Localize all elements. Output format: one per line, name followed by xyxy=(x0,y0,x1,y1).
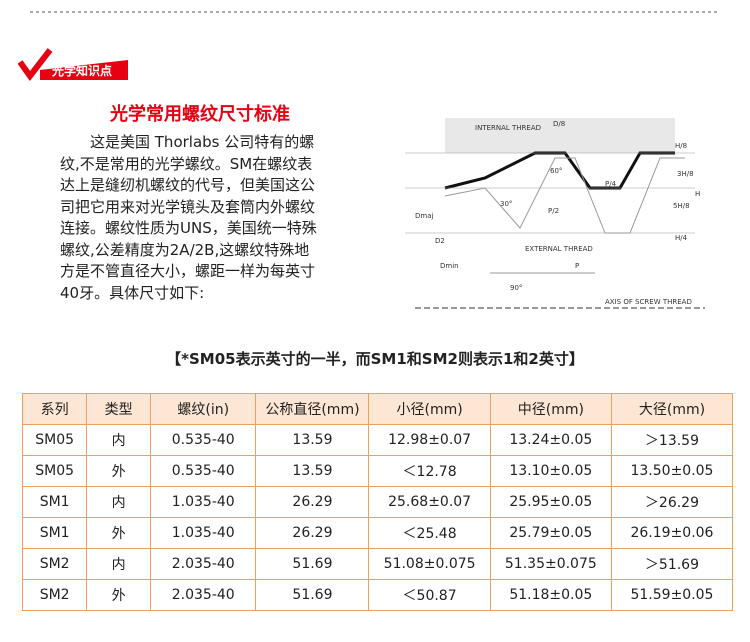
diagram-label: P/2 xyxy=(548,207,559,215)
diagram-label: Dmin xyxy=(440,262,459,270)
table-cell: 2.035-40 xyxy=(150,579,257,611)
table-row: SM1 内 1.035-40 26.29 25.68±0.07 25.95±0.05 ＞26… xyxy=(21,486,734,518)
table-cell: ＞26.29 xyxy=(610,486,734,518)
table-cell: 0.535-40 xyxy=(150,455,257,487)
table-cell: SM2 xyxy=(21,548,88,580)
diagram-label: EXTERNAL THREAD xyxy=(525,245,593,253)
table-cell: 外 xyxy=(86,455,152,487)
header-cell: 系列 xyxy=(21,393,88,425)
table-cell: 25.68±0.07 xyxy=(368,486,491,518)
table-cell: 51.59±0.05 xyxy=(610,579,734,611)
check-icon xyxy=(17,48,53,82)
table-cell: 51.69 xyxy=(255,548,370,580)
table-cell: ＞51.69 xyxy=(610,548,734,580)
diagram-label: 30° xyxy=(500,200,512,208)
table-cell: 外 xyxy=(86,579,152,611)
diagram-label: H/8 xyxy=(675,142,687,150)
header-cell: 中径(mm) xyxy=(489,393,612,425)
table-row: SM1 外 1.035-40 26.29 ＜25.48 25.79±0.05 26.19±0… xyxy=(21,517,734,549)
table-cell: SM05 xyxy=(21,455,88,487)
table-cell: 51.18±0.05 xyxy=(489,579,612,611)
note: 【*SM05表示英寸的一半，而SM1和SM2则表示1和2英寸】 xyxy=(166,350,584,368)
table-cell: 13.59 xyxy=(255,424,370,456)
table-cell: 26.19±0.06 xyxy=(610,517,734,549)
table-cell: 26.29 xyxy=(255,486,370,518)
table-cell: 51.08±0.075 xyxy=(368,548,491,580)
table-cell: 13.50±0.05 xyxy=(610,455,734,487)
table-cell: 0.535-40 xyxy=(150,424,257,456)
table-cell: SM1 xyxy=(21,486,88,518)
table-row: SM05 外 0.535-40 13.59 ＜12.78 13.10±0.05 13.50±… xyxy=(21,455,734,487)
table-cell: 26.29 xyxy=(255,517,370,549)
diagram-label: H/4 xyxy=(675,234,688,242)
thread-diagram: INTERNAL THREAD D/8 60° H/8 3H/8 P/4 5H/8 H H/4 3… xyxy=(405,118,717,318)
intro-line: 这是美国 Thorlabs 公司特有的螺 xyxy=(90,133,315,151)
table-cell: SM2 xyxy=(21,579,88,611)
intro-line: 方是不管直径大小，螺距一样为每英寸 xyxy=(60,262,316,280)
diagram-label: INTERNAL THREAD xyxy=(475,124,541,132)
table-cell: 12.98±0.07 xyxy=(368,424,491,456)
table-cell: 13.24±0.05 xyxy=(489,424,612,456)
table-cell: 13.59 xyxy=(255,455,370,487)
table-cell: ＞13.59 xyxy=(610,424,734,456)
table-row: SM2 外 2.035-40 51.69 ＜50.87 51.18±0.05 51.59±0… xyxy=(21,579,734,611)
intro-line: 连接。螺纹性质为UNS，美国统一特殊 xyxy=(60,219,317,237)
table-cell: 13.10±0.05 xyxy=(489,455,612,487)
table-cell: ＜25.48 xyxy=(368,517,491,549)
table-cell: 1.035-40 xyxy=(150,486,257,518)
table-cell: 51.69 xyxy=(255,579,370,611)
table-row: SM2 内 2.035-40 51.69 51.08±0.075 51.35±0.075 ＞… xyxy=(21,548,734,580)
diagram-label: P/4 xyxy=(605,180,617,188)
table-cell: 25.79±0.05 xyxy=(489,517,612,549)
diagram-label: 60° xyxy=(550,167,562,175)
table-cell: SM1 xyxy=(21,517,88,549)
header-cell: 螺纹(in) xyxy=(150,393,257,425)
header-deco: 光学知识点 xyxy=(17,11,720,82)
table-row: SM05 内 0.535-40 13.59 12.98±0.07 13.24±0.05 ＞1… xyxy=(21,424,734,456)
intro-line: 螺纹,公差精度为2A/2B,这螺纹特殊地 xyxy=(60,240,310,259)
header-cell: 大径(mm) xyxy=(610,393,734,425)
table-cell: SM05 xyxy=(21,424,88,456)
header-cell: 小径(mm) xyxy=(368,393,491,425)
title: 光学常用螺纹尺寸标准 xyxy=(110,104,290,125)
spec-table: 系列 类型 螺纹(in) 公称直径(mm) 小径(mm) 中径(mm) 大径(mm) SM05… xyxy=(21,393,734,611)
table-cell: 51.35±0.075 xyxy=(489,548,612,580)
diagram-label: AXIS OF SCREW THREAD xyxy=(605,298,692,306)
table-cell: ＜12.78 xyxy=(368,455,491,487)
diagram-label: 3H/8 xyxy=(677,170,694,178)
intro-line: 40牙。具体尺寸如下: xyxy=(60,283,205,302)
header-cell: 类型 xyxy=(86,393,152,425)
diagram-label: 5H/8 xyxy=(673,202,690,210)
intro-line: 司把它用来对光学镜头及套筒内外螺纹 xyxy=(60,197,316,216)
diagram-label: P xyxy=(575,262,579,270)
table-cell: 1.035-40 xyxy=(150,517,257,549)
diagram-label: 90° xyxy=(510,284,522,292)
intro-line: 达上是缝纫机螺纹的代号，但美国这公 xyxy=(60,176,316,194)
header-cell: 公称直径(mm) xyxy=(255,393,370,425)
diagram-label: H xyxy=(695,190,700,198)
table-cell: 内 xyxy=(86,486,152,518)
intro: 这是美国 Thorlabs 公司特有的螺纹,不是常用的光学螺纹。SM在螺纹表 达上… xyxy=(60,132,360,304)
table-cell: ＜50.87 xyxy=(368,579,491,611)
table-cell: 内 xyxy=(86,548,152,580)
table-cell: 内 xyxy=(86,424,152,456)
intro-line: 纹,不是常用的光学螺纹。SM在螺纹表 xyxy=(60,154,313,173)
header-row: 系列 类型 螺纹(in) 公称直径(mm) 小径(mm) 中径(mm) 大径(mm) xyxy=(21,393,734,425)
table-cell: 外 xyxy=(86,517,152,549)
table-cell: 2.035-40 xyxy=(150,548,257,580)
diagram-label: D/8 xyxy=(553,120,565,128)
badge-bg xyxy=(40,60,128,80)
diagram-label: Dmaj xyxy=(415,212,433,220)
diagram-label: D2 xyxy=(435,237,445,245)
table-cell: 25.95±0.05 xyxy=(489,486,612,518)
badge: 光学知识点 xyxy=(51,63,112,78)
